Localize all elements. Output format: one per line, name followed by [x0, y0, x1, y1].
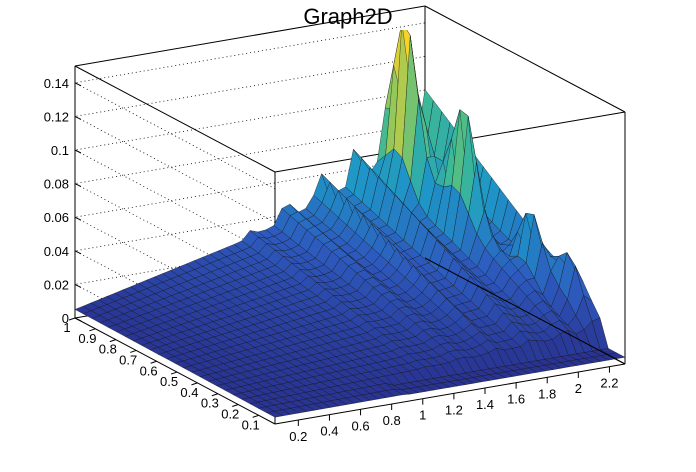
z-tick-label: 0.1	[51, 143, 69, 158]
frame-edge	[74, 5, 426, 67]
chart-title: Graph2D	[303, 4, 393, 29]
frame-edge	[424, 5, 626, 113]
y-tick-label: 0.5	[160, 374, 178, 389]
y-tick-label: 0.4	[180, 385, 198, 400]
z-tick-label: 0.12	[44, 109, 69, 124]
x-tick-label: 2.2	[600, 376, 618, 391]
z-tick-label: 0	[62, 311, 69, 326]
x-tick-label: 2	[575, 381, 582, 396]
y-tick-label: 0.3	[201, 396, 219, 411]
x-tick-label: 1.8	[538, 386, 556, 401]
z-tick-label: 0.02	[44, 277, 69, 292]
y-tick-mark	[252, 414, 259, 418]
z-gridline	[73, 22, 426, 190]
frame-edge	[74, 317, 276, 425]
y-tick-label: 0.6	[140, 363, 158, 378]
y-tick-label: 0.9	[78, 331, 96, 346]
y-tick-label: 1	[63, 320, 70, 335]
z-tick-mark	[74, 82, 82, 87]
x-tick-label: 1	[419, 408, 426, 423]
y-tick-label: 0.7	[119, 352, 137, 367]
x-axis: 0.2 0.4 0.6 0.8 1 1.2 1.4 1.6 1.8 2 2.2	[289, 366, 618, 444]
z-tick-mark	[74, 283, 82, 288]
x-tick-label: 0.8	[383, 413, 401, 428]
y-tick-mark	[109, 339, 116, 343]
y-tick-mark	[68, 317, 76, 321]
chart-front-frame	[274, 257, 626, 425]
z-tick-mark	[74, 115, 82, 120]
y-axis: 0.10.20.30.40.50.60.70.80.9 1	[63, 317, 260, 432]
y-tick-mark	[150, 360, 157, 364]
y-tick-mark	[170, 371, 178, 375]
z-tick-mark	[74, 216, 82, 221]
y-tick-mark	[191, 382, 198, 386]
z-tick-mark	[74, 149, 82, 154]
y-tick-label: 0.8	[99, 342, 117, 357]
z-tick-mark	[74, 183, 82, 188]
frame-edge	[424, 257, 626, 365]
x-tick-label: 0.4	[320, 424, 338, 439]
surface-cell	[608, 352, 626, 359]
y-tick-mark	[89, 328, 96, 332]
z-tick-mark	[74, 250, 82, 255]
z-tick-label: 0.08	[44, 177, 69, 192]
frame-edge	[74, 65, 276, 173]
z-axis: 0 0.02 0.04 0.06 0.08 0.1 0.12 0.14	[44, 76, 82, 326]
x-tick-label: 0.2	[289, 429, 307, 444]
y-tick-label: 0.2	[221, 407, 239, 422]
surface-mesh	[74, 30, 626, 418]
y-tick-mark	[130, 349, 137, 353]
y-tick-label: 0.1	[242, 417, 260, 432]
frame-edge	[274, 363, 626, 425]
x-tick-label: 1.2	[445, 402, 463, 417]
z-tick-label: 0.04	[44, 244, 69, 259]
z-tick-label: 0.06	[44, 210, 69, 225]
x-tick-label: 0.6	[352, 418, 370, 433]
z-tick-mark	[74, 317, 82, 322]
y-tick-mark	[211, 393, 219, 397]
y-tick-mark	[232, 404, 239, 408]
z-tick-label: 0.14	[44, 76, 69, 91]
x-tick-label: 1.4	[476, 397, 494, 412]
x-tick-label: 1.6	[507, 392, 525, 407]
